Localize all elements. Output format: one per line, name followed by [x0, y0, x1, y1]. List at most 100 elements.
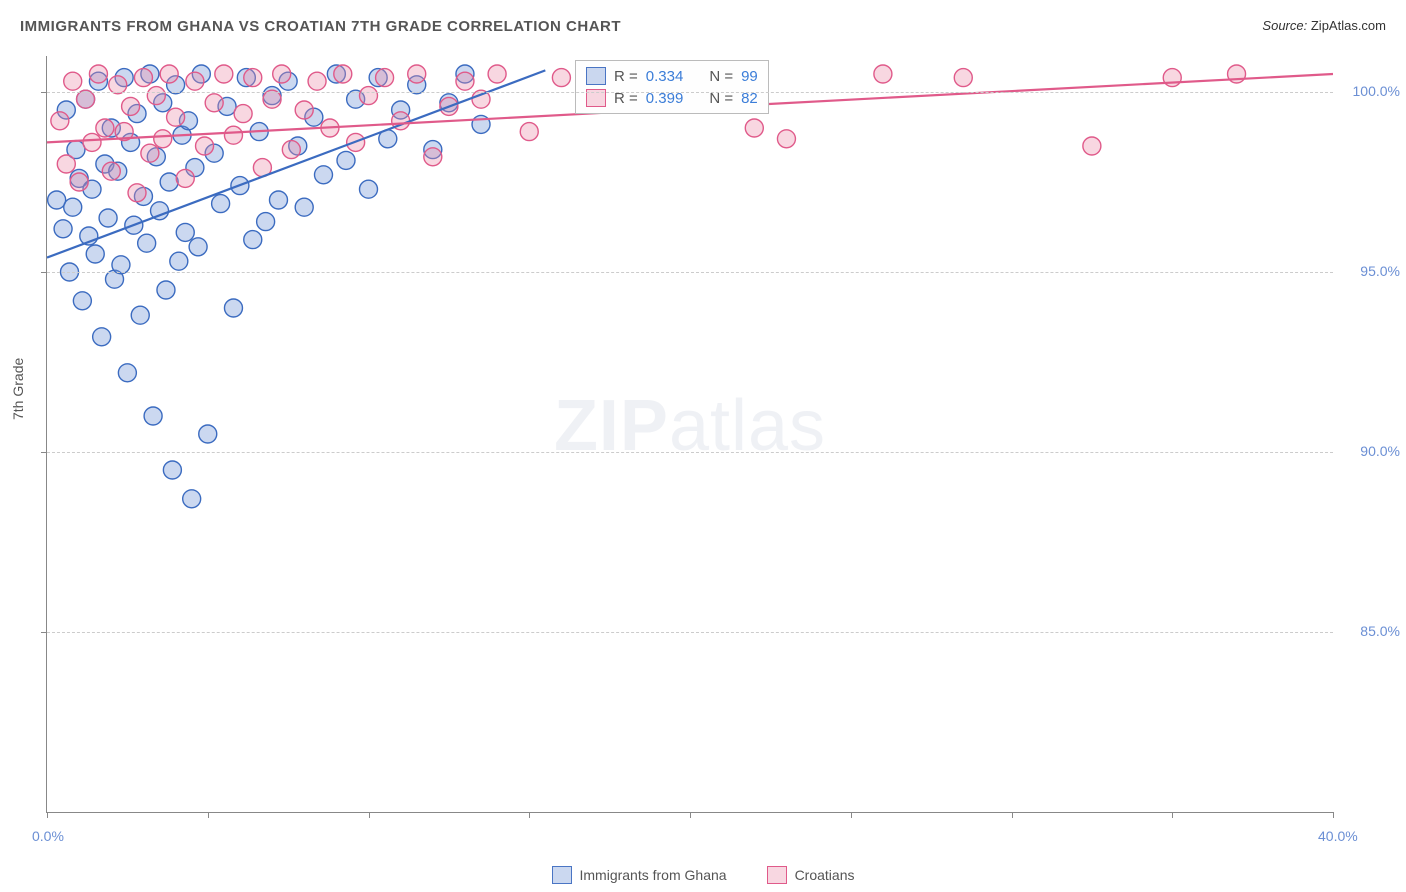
data-point — [308, 72, 326, 90]
gridline — [47, 632, 1333, 633]
data-point — [196, 137, 214, 155]
data-point — [199, 425, 217, 443]
data-point — [295, 198, 313, 216]
data-point — [954, 69, 972, 87]
data-point — [244, 231, 262, 249]
data-point — [141, 144, 159, 162]
data-point — [552, 69, 570, 87]
data-point — [424, 148, 442, 166]
data-point — [144, 407, 162, 425]
x-tick-label: 40.0% — [1318, 828, 1358, 844]
source-credit: Source: ZipAtlas.com — [1262, 18, 1386, 33]
x-tick — [208, 812, 209, 818]
y-tick-label: 95.0% — [1340, 263, 1400, 279]
data-point — [360, 87, 378, 105]
data-point — [93, 328, 111, 346]
data-point — [89, 65, 107, 83]
gridline — [47, 272, 1333, 273]
x-tick — [529, 812, 530, 818]
plot-area: ZIPatlas R =0.334N =99R =0.399N =82 — [46, 56, 1333, 813]
legend-swatch-ghana — [552, 866, 572, 884]
data-point — [118, 364, 136, 382]
data-point — [183, 490, 201, 508]
data-point — [54, 220, 72, 238]
data-point — [73, 292, 91, 310]
x-tick — [851, 812, 852, 818]
data-point — [777, 130, 795, 148]
x-tick — [690, 812, 691, 818]
x-tick — [1012, 812, 1013, 818]
data-point — [122, 97, 140, 115]
data-point — [376, 69, 394, 87]
data-point — [176, 169, 194, 187]
data-point — [257, 213, 275, 231]
data-point — [160, 173, 178, 191]
legend-item-ghana: Immigrants from Ghana — [552, 866, 727, 884]
legend-swatch-croatians — [767, 866, 787, 884]
data-point — [64, 72, 82, 90]
x-tick — [47, 812, 48, 818]
data-point — [488, 65, 506, 83]
source-value: ZipAtlas.com — [1311, 18, 1386, 33]
data-point — [269, 191, 287, 209]
legend-row: R = 0.334 N = 99 — [586, 65, 758, 87]
data-point — [170, 252, 188, 270]
x-tick — [369, 812, 370, 818]
legend-label-croatians: Croatians — [795, 867, 855, 883]
legend-n-value: 99 — [741, 68, 758, 85]
data-point — [282, 141, 300, 159]
data-point — [745, 119, 763, 137]
data-point — [70, 173, 88, 191]
data-point — [189, 238, 207, 256]
correlation-legend: R = 0.334 N = 99 R =0.399N =82 — [575, 60, 769, 114]
x-tick-label: 0.0% — [32, 828, 64, 844]
data-point — [96, 119, 114, 137]
y-tick — [41, 92, 47, 93]
series-legend: Immigrants from Ghana Croatians — [0, 866, 1406, 884]
data-point — [408, 65, 426, 83]
data-point — [99, 209, 117, 227]
data-point — [205, 94, 223, 112]
data-point — [102, 162, 120, 180]
data-point — [186, 72, 204, 90]
x-tick — [1172, 812, 1173, 818]
data-point — [57, 155, 75, 173]
legend-r-value: 0.334 — [646, 68, 684, 85]
legend-item-croatians: Croatians — [767, 866, 855, 884]
data-point — [176, 223, 194, 241]
y-tick-label: 100.0% — [1340, 83, 1400, 99]
data-point — [314, 166, 332, 184]
data-point — [224, 126, 242, 144]
gridline — [47, 452, 1333, 453]
data-point — [131, 306, 149, 324]
legend-row: R =0.399N =82 — [586, 87, 758, 109]
legend-n-label: N = — [709, 68, 733, 85]
data-point — [334, 65, 352, 83]
data-point — [295, 101, 313, 119]
y-tick — [41, 452, 47, 453]
y-tick — [41, 632, 47, 633]
y-tick-label: 90.0% — [1340, 443, 1400, 459]
y-tick-label: 85.0% — [1340, 623, 1400, 639]
data-point — [163, 461, 181, 479]
data-point — [51, 112, 69, 130]
data-point — [64, 198, 82, 216]
legend-r-label: R = — [614, 68, 638, 85]
data-point — [456, 72, 474, 90]
data-point — [337, 151, 355, 169]
y-tick — [41, 272, 47, 273]
data-point — [244, 69, 262, 87]
chart-container: IMMIGRANTS FROM GHANA VS CROATIAN 7TH GR… — [0, 0, 1406, 892]
source-label: Source: — [1262, 18, 1307, 33]
data-point — [147, 87, 165, 105]
data-point — [234, 105, 252, 123]
data-point — [86, 245, 104, 263]
data-point — [138, 234, 156, 252]
data-point — [157, 281, 175, 299]
data-point — [215, 65, 233, 83]
legend-swatch — [586, 67, 606, 85]
data-point — [520, 123, 538, 141]
data-point — [167, 108, 185, 126]
gridline — [47, 92, 1333, 93]
data-point — [273, 65, 291, 83]
